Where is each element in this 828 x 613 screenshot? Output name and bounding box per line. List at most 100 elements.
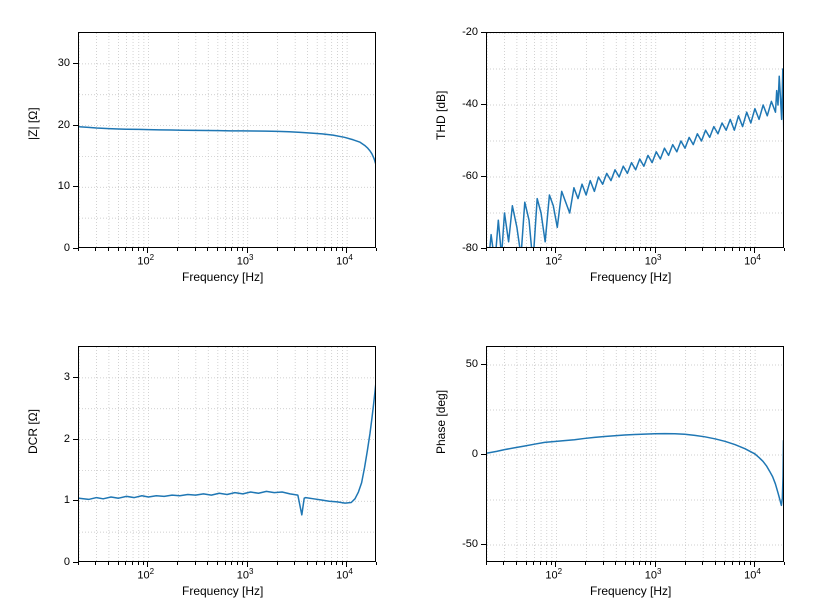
ytick-label: -80 bbox=[462, 243, 478, 254]
ytick bbox=[73, 500, 78, 501]
xtick-minor bbox=[784, 248, 785, 251]
xtick-minor bbox=[685, 248, 686, 251]
xtick-minor bbox=[639, 248, 640, 251]
ytick bbox=[481, 32, 486, 33]
xtick-minor bbox=[324, 562, 325, 565]
xtick-minor bbox=[615, 248, 616, 251]
xtick-minor bbox=[744, 562, 745, 565]
xtick-minor bbox=[551, 248, 552, 251]
xtick-minor bbox=[603, 248, 604, 251]
xtick-label: 102 bbox=[137, 568, 154, 582]
panel-D bbox=[486, 346, 784, 562]
xtick-minor bbox=[138, 248, 139, 251]
xtick-minor bbox=[132, 248, 133, 251]
xtick-minor bbox=[732, 562, 733, 565]
xtick-minor bbox=[118, 562, 119, 565]
xtick-minor bbox=[207, 248, 208, 251]
grid bbox=[487, 33, 784, 248]
xtick-minor bbox=[645, 562, 646, 565]
xtick-minor bbox=[724, 248, 725, 251]
xtick-minor bbox=[217, 562, 218, 565]
ytick bbox=[73, 63, 78, 64]
ytick bbox=[481, 454, 486, 455]
xtick-minor bbox=[294, 562, 295, 565]
xtick-minor bbox=[551, 562, 552, 565]
xtick-minor bbox=[95, 248, 96, 251]
ytick-label: 1 bbox=[64, 495, 70, 506]
xtick-minor bbox=[277, 562, 278, 565]
ytick-label: 2 bbox=[64, 434, 70, 445]
panel-B bbox=[486, 32, 784, 248]
xtick-minor bbox=[242, 562, 243, 565]
xtick-minor bbox=[633, 248, 634, 251]
ytick-label: 0 bbox=[64, 557, 70, 568]
xtick-minor bbox=[108, 562, 109, 565]
xtick bbox=[247, 248, 248, 253]
ytick-label: 50 bbox=[466, 359, 478, 370]
xtick bbox=[346, 248, 347, 253]
xtick-minor bbox=[331, 248, 332, 251]
xtick-minor bbox=[503, 248, 504, 251]
xtick-minor bbox=[138, 562, 139, 565]
xtick-minor bbox=[724, 562, 725, 565]
xtick bbox=[754, 248, 755, 253]
xtick-minor bbox=[95, 562, 96, 565]
xtick-minor bbox=[108, 248, 109, 251]
xtick-label: 104 bbox=[336, 254, 353, 268]
xtick-minor bbox=[78, 248, 79, 251]
panel-C bbox=[78, 346, 376, 562]
ytick bbox=[481, 248, 486, 249]
ytick-label: -50 bbox=[462, 539, 478, 550]
xtick-minor bbox=[125, 562, 126, 565]
xtick-minor bbox=[732, 248, 733, 251]
xtick-minor bbox=[533, 562, 534, 565]
xlabel: Frequency [Hz] bbox=[590, 270, 671, 284]
xtick-label: 102 bbox=[545, 568, 562, 582]
xtick-minor bbox=[237, 562, 238, 565]
ylabel: DCR [Ω] bbox=[26, 409, 40, 454]
xtick-minor bbox=[715, 562, 716, 565]
xtick-minor bbox=[486, 562, 487, 565]
xtick-label: 104 bbox=[336, 568, 353, 582]
xtick-minor bbox=[516, 248, 517, 251]
xtick-minor bbox=[585, 562, 586, 565]
xtick-minor bbox=[376, 248, 377, 251]
xtick-minor bbox=[750, 562, 751, 565]
panel-A bbox=[78, 32, 376, 248]
xtick bbox=[655, 562, 656, 567]
xtick-minor bbox=[231, 562, 232, 565]
xtick-minor bbox=[324, 248, 325, 251]
ytick bbox=[73, 377, 78, 378]
ylabel: |Z| [Ω] bbox=[26, 107, 40, 140]
ytick bbox=[481, 176, 486, 177]
xtick-minor bbox=[143, 562, 144, 565]
xtick-minor bbox=[342, 562, 343, 565]
xtick-minor bbox=[625, 248, 626, 251]
ytick bbox=[481, 544, 486, 545]
xtick-minor bbox=[125, 248, 126, 251]
xtick-minor bbox=[118, 248, 119, 251]
xtick-minor bbox=[685, 562, 686, 565]
xtick-minor bbox=[540, 248, 541, 251]
xtick bbox=[555, 248, 556, 253]
xtick-minor bbox=[177, 562, 178, 565]
xtick-minor bbox=[645, 248, 646, 251]
xlabel: Frequency [Hz] bbox=[182, 270, 263, 284]
xtick-minor bbox=[78, 562, 79, 565]
xtick-minor bbox=[650, 248, 651, 251]
xtick-minor bbox=[225, 562, 226, 565]
xtick-minor bbox=[195, 562, 196, 565]
xtick-label: 104 bbox=[744, 254, 761, 268]
panel-D-svg bbox=[487, 347, 784, 562]
ylabel: THD [dB] bbox=[434, 91, 448, 140]
panel-A-svg bbox=[79, 33, 376, 248]
grid bbox=[487, 347, 784, 562]
ytick bbox=[73, 439, 78, 440]
xtick-minor bbox=[316, 248, 317, 251]
xtick-minor bbox=[603, 562, 604, 565]
xtick bbox=[147, 248, 148, 253]
ytick-label: 30 bbox=[58, 58, 70, 69]
xtick-minor bbox=[342, 248, 343, 251]
xtick-minor bbox=[486, 248, 487, 251]
panel-B-svg bbox=[487, 33, 784, 248]
